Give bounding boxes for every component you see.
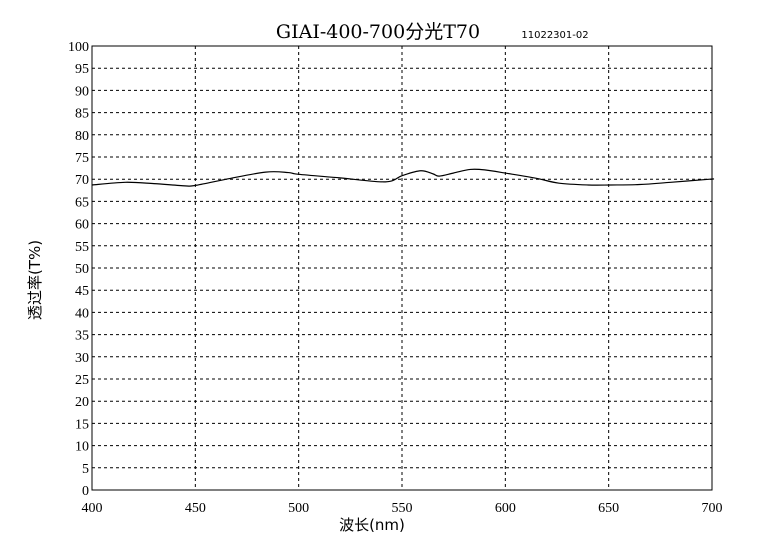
y-tick-label: 0 [82,484,89,499]
y-tick-label: 15 [75,417,89,432]
y-tick-label: 100 [68,40,89,55]
y-tick-label: 70 [75,173,89,188]
y-tick-label: 55 [75,240,89,255]
y-tick-label: 20 [75,395,89,410]
x-tick-label: 600 [495,501,516,516]
x-tick-label: 550 [392,501,413,516]
y-tick-label: 95 [75,62,89,77]
chart-title: GIAI-400-700分光T70 [276,21,480,43]
y-tick-label: 80 [75,129,89,144]
y-tick-label: 35 [75,329,89,344]
y-tick-label: 60 [75,218,89,233]
y-tick-label: 5 [82,462,89,477]
x-tick-label: 700 [702,501,723,516]
y-tick-label: 40 [75,306,89,321]
y-tick-label: 30 [75,351,89,366]
y-tick-label: 25 [75,373,89,388]
y-tick-label: 65 [75,195,89,210]
series-line [91,168,715,187]
y-tick-label: 75 [75,151,89,166]
x-axis-label: 波长(nm) [339,516,405,534]
y-tick-label: 45 [75,284,89,299]
x-tick-label: 500 [288,501,309,516]
x-tick-label: 650 [598,501,619,516]
y-tick-label: 90 [75,84,89,99]
y-axis-label: 透过率(T%) [26,240,44,320]
x-tick-label: 450 [185,501,206,516]
y-tick-label: 50 [75,262,89,277]
x-tick-label: 400 [82,501,103,516]
y-tick-label: 85 [75,107,89,122]
y-tick-label: 10 [75,440,89,455]
chart-subtitle: 11022301-02 [521,30,588,41]
plot-frame [91,45,713,491]
